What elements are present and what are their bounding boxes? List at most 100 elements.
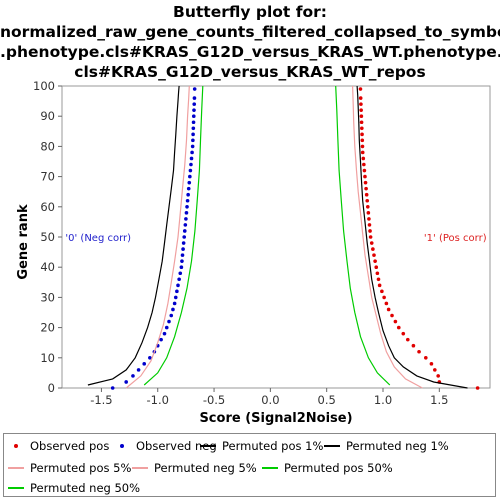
data-point xyxy=(186,192,190,197)
data-point xyxy=(390,313,394,318)
data-point xyxy=(110,386,115,390)
legend-label: Permuted neg 5% xyxy=(154,461,257,475)
data-point xyxy=(364,192,369,197)
data-point xyxy=(192,96,197,100)
data-point xyxy=(417,349,421,354)
data-point xyxy=(184,211,189,215)
data-point xyxy=(185,205,189,209)
data-point xyxy=(181,247,185,251)
x-tick-label: 1.5 xyxy=(430,393,448,407)
data-point xyxy=(169,313,174,318)
data-point xyxy=(182,235,187,239)
data-point xyxy=(192,87,197,91)
data-point xyxy=(368,229,372,233)
chart-legend: Observed pos Observed neg Permuted pos 1% P… xyxy=(3,433,496,497)
data-point xyxy=(363,180,368,185)
legend-line-swatch xyxy=(132,460,148,476)
data-point xyxy=(380,289,384,294)
legend-item: Observed pos xyxy=(8,438,109,454)
data-point xyxy=(192,102,197,106)
y-axis-label: Gene rank xyxy=(16,204,31,280)
data-point xyxy=(190,144,195,149)
x-tick-label: -1.0 xyxy=(147,393,169,407)
y-tick-label: 60 xyxy=(40,200,55,214)
data-point xyxy=(188,174,192,179)
y-tick-label: 40 xyxy=(40,260,55,274)
data-point xyxy=(186,186,191,191)
data-point xyxy=(162,331,167,336)
data-point xyxy=(369,241,374,245)
data-point xyxy=(396,325,401,330)
data-point xyxy=(180,253,185,257)
legend-item: Permuted neg 5% xyxy=(132,460,257,476)
series-line-permuted-neg-1- xyxy=(87,85,180,386)
x-tick-label: -0.5 xyxy=(203,393,225,407)
data-point xyxy=(363,174,367,179)
y-tick-label: 80 xyxy=(40,139,55,153)
y-tick-label: 100 xyxy=(33,79,55,93)
legend-line-swatch xyxy=(262,460,278,476)
data-point xyxy=(358,96,363,100)
data-point xyxy=(190,150,194,155)
data-point xyxy=(366,211,371,215)
legend-line-swatch xyxy=(200,438,216,454)
data-point xyxy=(375,271,380,276)
data-point xyxy=(360,138,365,143)
series-line-permuted-neg-5- xyxy=(125,85,190,389)
data-point xyxy=(183,223,188,227)
chart-title-line: normalized_raw_gene_counts_filtered_coll… xyxy=(0,23,500,41)
data-point xyxy=(359,114,364,118)
data-point xyxy=(358,87,363,91)
data-point xyxy=(377,283,382,288)
x-tick-label: -1.5 xyxy=(90,393,112,407)
legend-label: Permuted pos 50% xyxy=(284,461,393,475)
data-point xyxy=(362,168,367,173)
series-line-permuted-pos-5- xyxy=(352,85,423,389)
data-point xyxy=(173,295,178,300)
x-tick-label: 0.0 xyxy=(261,393,279,407)
y-tick-label: 0 xyxy=(48,381,55,395)
data-point xyxy=(360,132,364,137)
data-point xyxy=(367,223,372,227)
chart-title-line: .phenotype.cls#KRAS_G12D_versus_KRAS_WT.… xyxy=(0,43,500,61)
legend-label: Permuted pos 5% xyxy=(30,461,132,475)
data-point xyxy=(359,120,364,125)
data-point xyxy=(179,265,184,270)
y-tick-label: 90 xyxy=(40,109,55,123)
data-point xyxy=(159,337,163,342)
chart-title-line: cls#KRAS_G12D_versus_KRAS_WT_repos xyxy=(74,63,426,81)
legend-item: Permuted pos 1% xyxy=(200,438,323,454)
data-point xyxy=(361,156,366,161)
data-point xyxy=(371,247,375,251)
data-point xyxy=(191,120,196,125)
y-tick-label: 50 xyxy=(40,230,55,244)
plot-marks: -1.5 -1.0 -0.5 0.0 0.5 1.0 1.5 0 10 20 30 40 50 60 70 8… xyxy=(33,79,487,407)
data-point xyxy=(360,144,365,149)
legend-line-swatch xyxy=(8,480,24,496)
data-point xyxy=(164,325,169,330)
data-point xyxy=(475,386,480,390)
data-point xyxy=(185,198,190,203)
y-tick-label: 10 xyxy=(40,351,55,365)
data-point xyxy=(365,205,370,209)
data-point xyxy=(184,217,188,221)
data-point xyxy=(136,368,141,372)
data-point xyxy=(360,150,365,155)
data-point xyxy=(382,295,386,300)
legend-line-swatch xyxy=(324,438,340,454)
data-point xyxy=(384,301,389,306)
data-point xyxy=(180,259,184,263)
data-point xyxy=(365,198,370,203)
data-point xyxy=(367,217,371,221)
data-point xyxy=(172,301,177,306)
series-line-permuted-pos-50- xyxy=(335,85,391,386)
data-point xyxy=(433,368,437,372)
data-point xyxy=(424,356,428,360)
y-tick-label: 30 xyxy=(40,290,55,304)
data-point xyxy=(411,343,416,348)
data-point xyxy=(182,229,187,233)
series-line-permuted-neg-50- xyxy=(143,85,204,386)
legend-dot-swatch xyxy=(8,438,24,454)
legend-item: Permuted pos 50% xyxy=(262,460,393,476)
legend-label: Observed pos xyxy=(30,439,110,453)
